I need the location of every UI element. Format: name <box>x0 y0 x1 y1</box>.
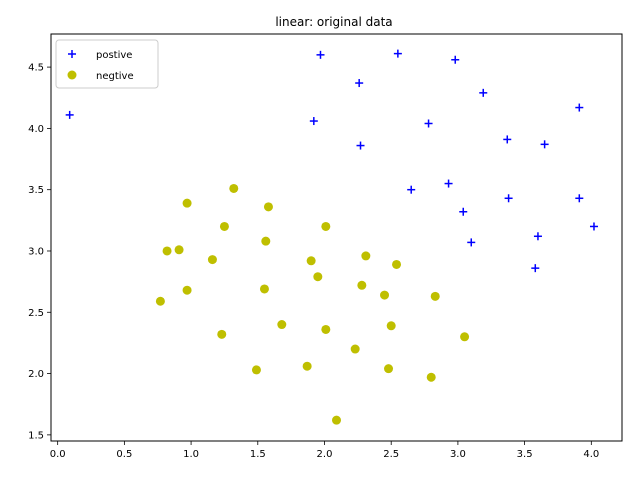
legend-marker <box>68 50 76 58</box>
circle-marker <box>357 280 367 290</box>
legend: postive negtive <box>55 39 159 89</box>
legend-label: postive <box>96 50 132 61</box>
circle-marker <box>229 183 239 193</box>
circle-marker <box>306 256 316 266</box>
plus-marker <box>503 135 512 144</box>
circle-marker <box>380 290 390 300</box>
plus-marker <box>424 119 433 128</box>
plus-marker <box>531 264 540 273</box>
circle-marker <box>261 236 271 246</box>
x-tick-label: 1.5 <box>250 449 266 460</box>
y-tick-label: 3.5 <box>28 185 44 196</box>
circle-marker <box>259 284 269 294</box>
circle-marker <box>263 202 273 212</box>
plot-area-frame <box>50 33 623 442</box>
data-points <box>65 49 598 425</box>
x-tick-label: 3.0 <box>450 449 466 460</box>
series-postive <box>65 49 598 273</box>
circle-marker <box>321 221 331 231</box>
circle-marker <box>207 255 217 265</box>
series-negtive <box>155 183 470 425</box>
circle-marker <box>277 320 287 330</box>
circle-marker <box>155 296 165 306</box>
x-tick-label: 4.0 <box>583 449 599 460</box>
y-tick-label: 4.0 <box>28 124 44 135</box>
circle-marker <box>219 221 229 231</box>
circle-marker <box>174 245 184 255</box>
plus-marker <box>589 222 598 231</box>
plus-marker <box>467 238 476 247</box>
plus-marker <box>451 55 460 64</box>
plus-marker <box>309 117 318 126</box>
plus-marker <box>575 103 584 112</box>
circle-marker <box>350 344 360 354</box>
circle-marker <box>386 321 396 331</box>
plus-marker <box>540 140 549 149</box>
circle-marker <box>361 251 371 261</box>
x-tick-label: 0.5 <box>116 449 132 460</box>
x-tick-label: 2.0 <box>317 449 333 460</box>
y-tick-label: 1.5 <box>28 430 44 441</box>
x-tick-label: 1.0 <box>183 449 199 460</box>
circle-marker <box>460 332 470 342</box>
chart-title: linear: original data <box>275 15 392 29</box>
circle-marker <box>251 365 261 375</box>
y-tick-label: 2.0 <box>28 369 44 380</box>
plus-marker <box>504 194 513 203</box>
circle-marker <box>182 198 192 208</box>
plus-marker <box>533 232 542 241</box>
legend-item-postive: postive <box>68 50 132 61</box>
y-tick-label: 3.0 <box>28 246 44 257</box>
circle-marker <box>392 259 402 269</box>
x-tick-label: 0.0 <box>50 449 66 460</box>
x-tick-label: 3.5 <box>517 449 533 460</box>
y-tick-label: 4.5 <box>28 63 44 74</box>
circle-marker <box>217 329 227 339</box>
legend-marker <box>67 70 77 80</box>
x-tick-label: 2.5 <box>383 449 399 460</box>
plus-marker <box>356 141 365 150</box>
plus-marker <box>444 179 453 188</box>
circle-marker <box>182 285 192 295</box>
circle-marker <box>302 361 312 371</box>
circle-marker <box>426 372 436 382</box>
legend-item-negtive: negtive <box>67 70 134 82</box>
legend-label: negtive <box>96 71 134 82</box>
circle-marker <box>162 246 172 256</box>
plus-marker <box>65 110 74 119</box>
plus-marker <box>407 185 416 194</box>
plus-marker <box>575 194 584 203</box>
legend-frame <box>55 39 159 89</box>
plus-marker <box>459 207 468 216</box>
y-axis: 1.5 2.0 2.5 3.0 3.5 4.0 4.5 <box>28 63 51 441</box>
circle-marker <box>384 364 394 374</box>
circle-marker <box>332 415 341 425</box>
circle-marker <box>313 272 323 282</box>
y-tick-label: 2.5 <box>28 308 44 319</box>
x-axis: 0.0 0.5 1.0 1.5 2.0 2.5 3.0 3.5 4.0 <box>50 441 599 460</box>
plus-marker <box>316 50 325 59</box>
circle-marker <box>321 324 331 334</box>
plus-marker <box>355 79 364 88</box>
plus-marker <box>393 49 402 58</box>
plus-marker <box>479 88 488 97</box>
circle-marker <box>430 291 440 301</box>
